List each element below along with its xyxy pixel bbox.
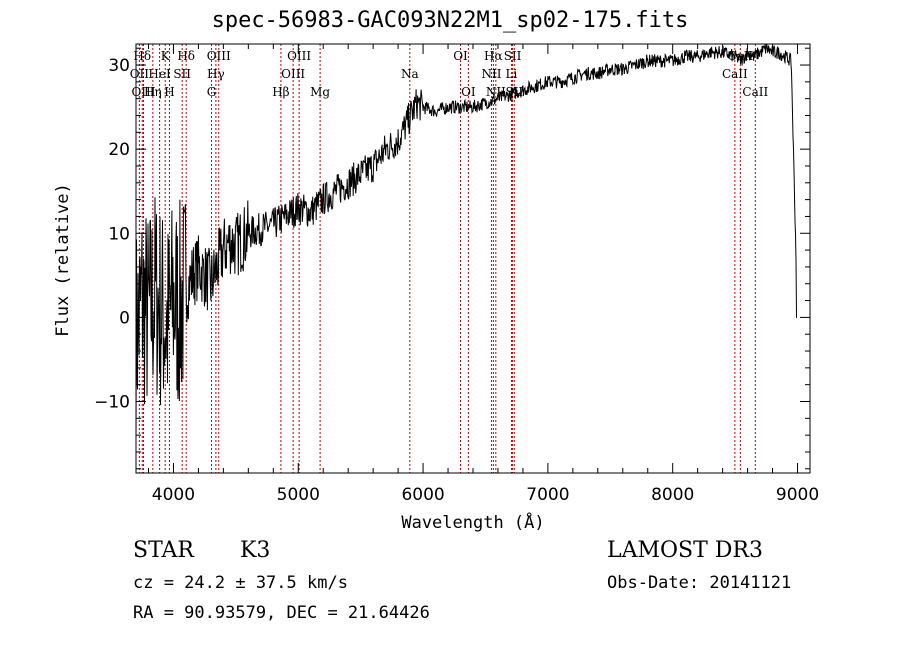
redshift-velocity: cz = 24.2 ± 37.5 km/s bbox=[133, 573, 348, 593]
line-label: Hη bbox=[144, 85, 162, 99]
line-label: OIII bbox=[207, 49, 231, 63]
line-label: CaII bbox=[742, 85, 768, 99]
x-tick-label: 5000 bbox=[277, 485, 320, 505]
coordinates: RA = 90.93579, DEC = 21.64426 bbox=[133, 603, 430, 623]
x-axis-label: Wavelength (Å) bbox=[401, 511, 544, 533]
x-tick-label: 9000 bbox=[776, 485, 819, 505]
line-label: Hγ bbox=[207, 67, 225, 81]
line-label: HeI bbox=[148, 67, 171, 81]
line-label: NII bbox=[481, 67, 501, 81]
y-tick-label: 30 bbox=[108, 56, 130, 76]
line-label: K bbox=[161, 49, 171, 63]
spectrum-line bbox=[135, 43, 797, 444]
y-tick-label: 10 bbox=[108, 224, 130, 244]
object-class: STAR bbox=[133, 538, 194, 563]
line-label: Hδ bbox=[177, 49, 195, 63]
observation-date: Obs-Date: 20141121 bbox=[607, 573, 792, 593]
x-axis-ticks: 4000 5000 6000 7000 8000 9000 bbox=[147, 44, 819, 505]
x-tick-label: 8000 bbox=[651, 485, 694, 505]
line-label: SII bbox=[173, 67, 191, 81]
line-label: G bbox=[207, 85, 217, 99]
line-label: Hβ bbox=[272, 85, 289, 99]
line-label: OI bbox=[453, 49, 468, 63]
y-tick-label: −10 bbox=[94, 393, 130, 413]
y-tick-label: 0 bbox=[119, 308, 130, 328]
line-label: Hα bbox=[484, 49, 503, 63]
line-label: Mg bbox=[310, 85, 330, 99]
line-label: Li bbox=[506, 67, 518, 81]
line-label: OI bbox=[461, 85, 476, 99]
line-label: Na bbox=[401, 67, 419, 81]
line-label: OII bbox=[130, 67, 150, 81]
x-tick-label: 4000 bbox=[152, 485, 195, 505]
line-label: OIII bbox=[287, 49, 311, 63]
line-label: OIII bbox=[281, 67, 305, 81]
y-axis-ticks: −10 0 10 20 30 bbox=[94, 47, 810, 470]
object-subclass: K3 bbox=[240, 538, 271, 563]
line-label: Hδ bbox=[133, 49, 151, 63]
y-axis-label: Flux (relative) bbox=[53, 183, 73, 337]
x-tick-label: 7000 bbox=[526, 485, 569, 505]
chart-title: spec-56983-GAC093N22M1_sp02-175.fits bbox=[211, 8, 689, 33]
line-label: SII bbox=[504, 49, 522, 63]
line-label: H bbox=[164, 85, 174, 99]
line-label: CaII bbox=[722, 67, 748, 81]
x-tick-label: 6000 bbox=[401, 485, 444, 505]
y-tick-label: 20 bbox=[108, 140, 130, 160]
line-label: OIII bbox=[131, 85, 155, 99]
spectral-line-labels: Hδ OII OIII K HeI Hη H Hδ SII OIII Hγ G OIII OIII Hβ Mg… bbox=[130, 49, 769, 99]
survey-name: LAMOST DR3 bbox=[607, 538, 763, 563]
